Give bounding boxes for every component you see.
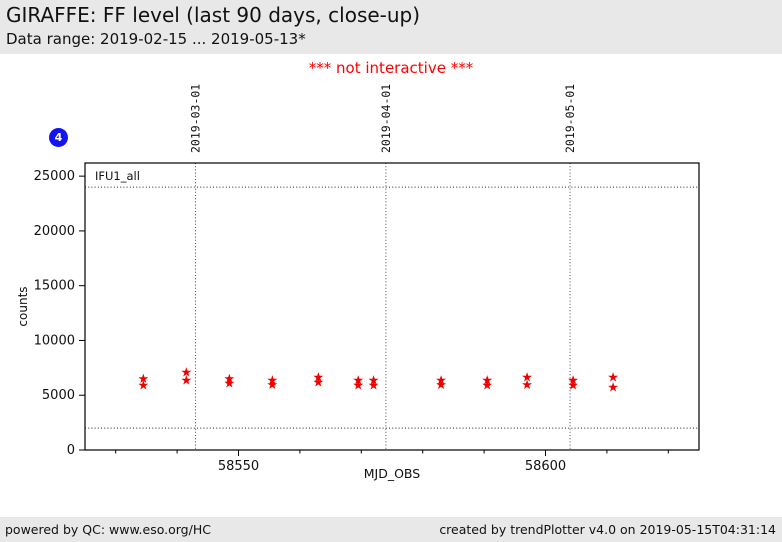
star-marker: ★ <box>521 378 533 393</box>
footer-band: powered by QC: www.eso.org/HC created by… <box>0 517 782 542</box>
data-range-subtitle: Data range: 2019-02-15 ... 2019-05-13* <box>6 30 306 48</box>
star-marker: ★ <box>481 378 493 393</box>
x-tick-label: 58550 <box>218 459 259 474</box>
star-marker: ★ <box>368 373 380 388</box>
month-tick-label: 2019-05-01 <box>563 84 577 153</box>
y-tick-label: 0 <box>67 443 75 458</box>
star-marker: ★ <box>266 373 278 388</box>
star-marker: ★ <box>138 378 150 393</box>
month-tick-label: 2019-03-01 <box>189 84 203 153</box>
month-tick-label: 2019-04-01 <box>379 84 393 153</box>
y-tick-label: 5000 <box>42 388 75 403</box>
chart-canvas: 2019-03-01 2019-04-01 2019-05-01 0 5000 10000… <box>16 84 700 481</box>
y-tick-label: 15000 <box>34 279 75 294</box>
star-marker: ★ <box>368 378 380 393</box>
star-marker: ★ <box>223 372 235 387</box>
x-tick-label: 58600 <box>525 459 566 474</box>
star-marker: ★ <box>223 377 235 392</box>
star-marker: ★ <box>180 366 192 381</box>
star-marker: ★ <box>435 378 447 393</box>
y-tick-label: 25000 <box>34 169 75 184</box>
star-marker: ★ <box>266 378 278 393</box>
footer-created-by: created by trendPlotter v4.0 on 2019-05-… <box>439 522 776 537</box>
plot-number-badge: 4 <box>49 128 68 147</box>
legend-label: IFU1_all <box>95 169 140 183</box>
star-marker: ★ <box>352 378 364 393</box>
y-tick-label: 10000 <box>34 333 75 348</box>
star-marker: ★ <box>521 371 533 386</box>
star-marker: ★ <box>607 371 619 386</box>
footer-powered-by: powered by QC: www.eso.org/HC <box>5 522 211 537</box>
y-axis-title: counts <box>16 286 30 326</box>
star-marker: ★ <box>435 373 447 388</box>
star-marker: ★ <box>567 378 579 393</box>
star-marker: ★ <box>567 373 579 388</box>
page-title: GIRAFFE: FF level (last 90 days, close-u… <box>6 3 421 27</box>
y-tick-label: 20000 <box>34 224 75 239</box>
star-marker: ★ <box>607 381 619 396</box>
star-marker: ★ <box>481 373 493 388</box>
header-band: GIRAFFE: FF level (last 90 days, close-u… <box>0 0 782 54</box>
x-axis-title: MJD_OBS <box>364 466 421 481</box>
plot-border <box>84 162 700 451</box>
star-marker: ★ <box>138 372 150 387</box>
star-marker: ★ <box>180 373 192 388</box>
star-marker: ★ <box>312 376 324 391</box>
not-interactive-warning: *** not interactive *** <box>308 59 474 77</box>
star-marker: ★ <box>312 371 324 386</box>
star-marker: ★ <box>352 373 364 388</box>
